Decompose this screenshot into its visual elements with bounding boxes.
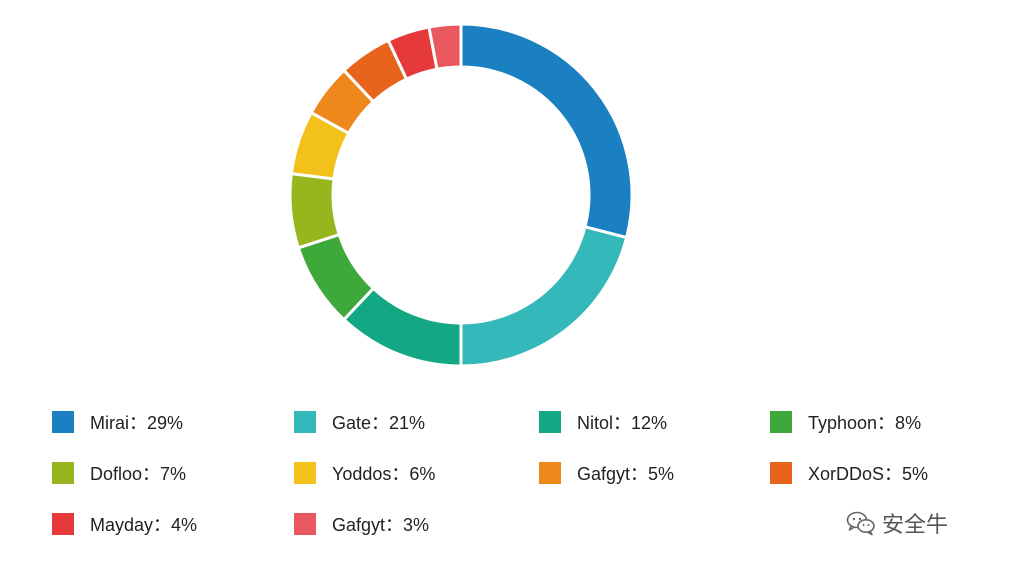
legend-swatch <box>770 411 792 433</box>
legend-item-mirai: Mirai：29% <box>52 410 183 434</box>
legend-label: Mayday：4% <box>90 515 198 535</box>
slice-gate-1 <box>459 225 629 368</box>
legend-swatch <box>539 462 561 484</box>
legend-item-xorddos: XorDDoS：5% <box>770 461 928 485</box>
legend-item-typhoon: Typhoon：8% <box>770 410 921 434</box>
legend-item-gafgyt: Gafgyt：3% <box>294 512 429 536</box>
wechat-icon <box>846 511 875 536</box>
legend-label: Dofloo：7% <box>90 464 187 484</box>
legend-swatch <box>539 411 561 433</box>
legend-label: Yoddos：6% <box>332 464 436 484</box>
legend-swatch <box>294 411 316 433</box>
legend-label: Gate：21% <box>332 413 426 433</box>
donut-chart <box>288 22 634 368</box>
legend-swatch <box>52 513 74 535</box>
legend-item-gate: Gate：21% <box>294 410 425 434</box>
legend-swatch <box>52 411 74 433</box>
legend-item-mayday: Mayday：4% <box>52 512 197 536</box>
legend-item-dofloo: Dofloo：7% <box>52 461 186 485</box>
watermark-text: 安全牛 <box>882 513 949 538</box>
legend-item-nitol: Nitol：12% <box>539 410 667 434</box>
slice-dofloo-4 <box>288 171 342 250</box>
slice-mirai-0 <box>459 22 634 240</box>
legend-label: Typhoon：8% <box>808 413 922 433</box>
legend-label: Gafgyt：3% <box>332 515 430 535</box>
legend-label: Gafgyt：5% <box>577 464 675 484</box>
legend-swatch <box>52 462 74 484</box>
legend-label: Nitol：12% <box>577 413 668 433</box>
legend-item-yoddos: Yoddos：6% <box>294 461 435 485</box>
legend-item-gafgyt: Gafgyt：5% <box>539 461 674 485</box>
slice-gafgyt-9 <box>427 22 463 72</box>
watermark: 安全牛 <box>846 507 948 539</box>
legend-label: XorDDoS：5% <box>808 464 929 484</box>
legend-swatch <box>770 462 792 484</box>
legend-swatch <box>294 462 316 484</box>
legend-swatch <box>294 513 316 535</box>
legend-label: Mirai：29% <box>90 413 184 433</box>
